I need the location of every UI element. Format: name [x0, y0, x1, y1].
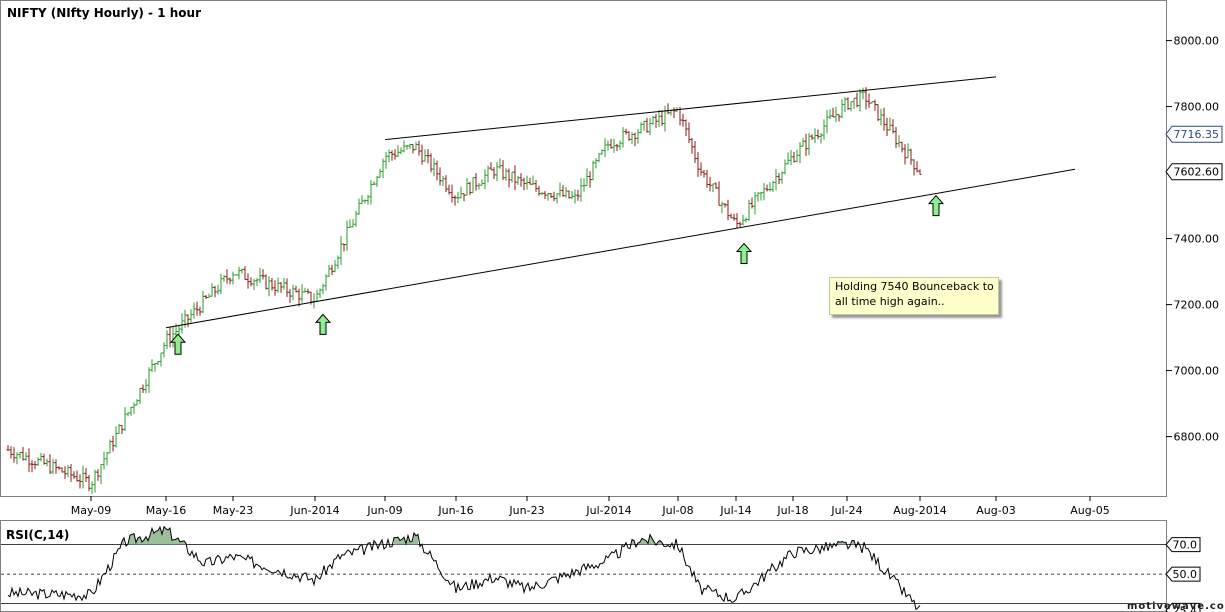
price-tick-label: 7800.00 [1174, 101, 1220, 114]
price-panel [0, 0, 1167, 497]
rsi-grid [1, 544, 1166, 605]
time-tick-label: Aug-2014 [893, 504, 946, 517]
rsi-line [7, 525, 921, 611]
time-tick-label: Jul-08 [661, 504, 693, 517]
trendline [384, 76, 997, 141]
up-arrow-marker [169, 333, 187, 355]
time-tick-label: Jun-09 [366, 504, 402, 517]
rsi-overbought-area [852, 540, 854, 545]
arrow-markers [169, 194, 945, 355]
price-axis: 8000.007800.007600.007400.007200.007000.… [1166, 35, 1219, 444]
price-tick-label: 7400.00 [1174, 233, 1220, 246]
rsi-tick-box [1165, 566, 1201, 582]
price-tag-box [1165, 163, 1223, 181]
trendline [165, 168, 1076, 329]
rsi-last-value-box [1165, 602, 1201, 612]
rsi-overbought-area [638, 534, 654, 545]
annotation-note: Holding 7540 Bounceback to all time high… [829, 277, 999, 315]
price-tick-label: 8000.00 [1174, 35, 1220, 48]
time-tick-label: Jul-18 [776, 504, 808, 517]
up-arrow-marker [927, 194, 945, 217]
price-tag-label: 7716.35 [1174, 128, 1220, 141]
price-tags: 7716.35 7602.60 [1165, 125, 1223, 181]
time-tick-label: Jun-16 [437, 504, 473, 517]
rsi-last-value-label: 25.4 [1173, 604, 1198, 612]
price-tag-box [1165, 125, 1223, 143]
price-tick-label: 7200.00 [1174, 299, 1220, 312]
price-tick-label: 7000.00 [1174, 365, 1220, 378]
time-tick-label: Jul-14 [719, 504, 751, 517]
time-tick-label: Aug-05 [1070, 504, 1109, 517]
time-tick-label: Jun-23 [508, 504, 544, 517]
time-tick-label: Jun-2014 [289, 504, 339, 517]
time-tick-label: May-23 [213, 504, 254, 517]
rsi-panel [0, 520, 1167, 612]
time-axis: May-09 May-16 May-23 Jun-2014 Jun-09 Jun-16 Ju… [71, 496, 1110, 517]
up-arrow-marker [314, 313, 332, 335]
trendlines [165, 76, 1076, 329]
time-tick-label: Aug-03 [976, 504, 1015, 517]
ohlc-bars [6, 87, 922, 494]
rsi-panel-title: RSI(C,14) [6, 528, 69, 542]
time-tick-label: May-16 [146, 504, 187, 517]
watermark: motivewave.com [1127, 601, 1225, 612]
time-tick-label: Jul-2014 [585, 504, 631, 517]
time-tick-label: May-09 [71, 504, 112, 517]
price-panel-title: NIFTY (NIfty Hourly) - 1 hour [7, 6, 201, 20]
rsi-tick-box [1165, 537, 1201, 553]
price-tick-label: 6800.00 [1174, 431, 1220, 444]
price-tag-label: 7602.60 [1174, 166, 1220, 179]
rsi-tick-label: 50.0 [1173, 568, 1198, 581]
up-arrow-marker [735, 242, 753, 264]
rsi-axis: 70.0 50.0 25.4 [1165, 537, 1201, 612]
rsi-tick-label: 70.0 [1173, 539, 1198, 552]
time-tick-label: Jul-24 [830, 504, 862, 517]
